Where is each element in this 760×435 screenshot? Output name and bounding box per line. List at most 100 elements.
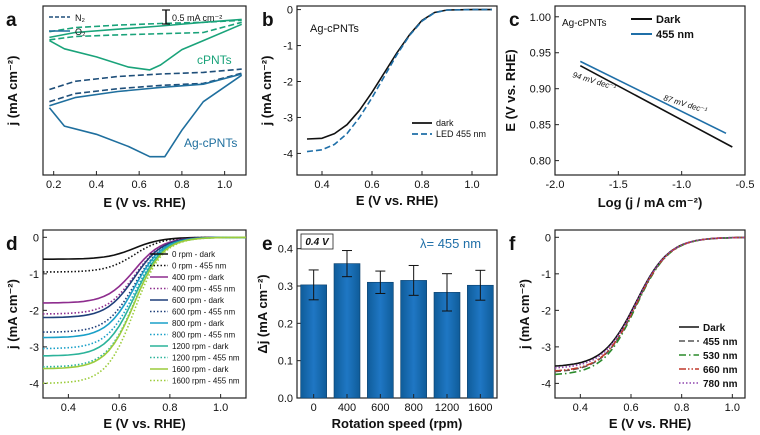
y-axis-title: j (mA cm⁻²)	[259, 56, 274, 127]
wavelength-curve-1	[554, 236, 745, 373]
x-tick-label: 0.6	[132, 179, 147, 191]
y-tick-label: 0	[33, 232, 39, 244]
y-tick-label: -4	[541, 378, 551, 390]
panel-a-cv: 0.2 0.4 0.6 0.8 1.0 E (V vs. RHE) j (mA cm⁻²) N…	[5, 5, 247, 210]
y-tick-label: -2	[541, 305, 551, 317]
voltage-tag: 0.4 V	[305, 237, 330, 248]
legend-label-o2: O₂	[75, 27, 86, 37]
bar	[367, 281, 394, 399]
y-tick-label: 0.0	[278, 393, 293, 405]
y-tick-label: 0.4	[278, 244, 293, 256]
legend-label: 600 rpm - dark	[172, 296, 225, 305]
panel-e-delta-j-bars: 0.0 0.1 0.2 0.3 0.4 0 400 600 800 1200 1600 Rotatio…	[255, 229, 498, 431]
legend-label-455: 455 nm	[656, 29, 694, 41]
lsv-curve-1	[306, 8, 492, 153]
x-tick-label: -1.5	[609, 179, 628, 191]
plot-frame	[554, 229, 746, 399]
cv-curve-1	[49, 21, 242, 41]
plot-frame	[296, 229, 498, 399]
wavelength-curve-4	[554, 236, 745, 369]
legend-label: 1200 rpm - 455 nm	[172, 354, 240, 363]
x-tick-label: -0.5	[736, 179, 755, 191]
x-axis-title: E (V vs. RHE)	[609, 416, 691, 431]
x-tick-label: 0.8	[162, 402, 177, 414]
x-tick-label: 1600	[468, 402, 492, 414]
y-axis-title: E (V vs. RHE)	[503, 49, 518, 131]
legend-label: 800 rpm - 455 nm	[172, 331, 235, 340]
y-tick-label: 0.2	[278, 318, 293, 330]
bar	[333, 263, 361, 399]
panel-f-wavelength-lsv: 0.4 0.6 0.8 1.0 0 -1 -2 -3 -4 E (V vs. RHE) j (mA …	[517, 229, 746, 431]
x-tick-label: 1.0	[725, 402, 740, 414]
y-tick-label: 0.90	[530, 84, 551, 96]
x-tick-label: 0.6	[623, 402, 638, 414]
y-tick-label: -4	[283, 148, 293, 160]
panel-c-tafel: -2.0 -1.5 -1.0 -0.5 0.80 0.85 0.90 0.95 1.00 Log …	[503, 5, 755, 210]
x-tick-label: 0.4	[61, 402, 76, 414]
inset-label: Ag-cPNTs	[562, 18, 606, 29]
panel-letter-d: d	[6, 234, 18, 255]
y-tick-label: -2	[29, 305, 39, 317]
panel-letter-a: a	[6, 10, 17, 31]
legend-label: 780 nm	[703, 379, 738, 390]
x-axis-title: Rotation speed (rpm)	[332, 416, 463, 431]
legend-label: 1600 rpm - 455 nm	[172, 377, 240, 386]
legend-label: 0 rpm - 455 nm	[172, 262, 227, 271]
wavelength-annotation: λ= 455 nm	[420, 236, 481, 251]
y-tick-label: 0	[545, 232, 551, 244]
x-axis-title: E (V vs. RHE)	[103, 416, 185, 431]
x-tick-label: 0.8	[174, 179, 189, 191]
cv-curve-0	[49, 19, 242, 33]
y-tick-label: 0	[287, 5, 293, 17]
x-tick-label: 0.8	[674, 402, 689, 414]
legend-label: 400 rpm - dark	[172, 273, 225, 282]
rpm-curve-5	[43, 236, 247, 333]
annotation-cpnts: cPNTs	[197, 53, 232, 67]
y-axis-title: Δj (mA cm⁻²)	[255, 274, 270, 353]
plot-frame	[42, 5, 247, 176]
cv-curve-4	[49, 68, 242, 91]
y-axis-title: j (mA cm⁻²)	[5, 56, 20, 127]
x-tick-label: 600	[371, 402, 389, 414]
bar	[300, 284, 327, 399]
x-tick-label: 1.0	[464, 179, 479, 191]
cv-curve-6	[49, 73, 242, 107]
panel-letter-f: f	[509, 234, 516, 255]
y-tick-label: 0.80	[530, 156, 551, 168]
y-tick-label: -4	[29, 378, 39, 390]
y-tick-label: -3	[283, 112, 293, 124]
x-tick-label: 0.6	[364, 179, 379, 191]
x-tick-label: -1.0	[672, 179, 691, 191]
y-axis-title: j (mA cm⁻²)	[517, 279, 532, 350]
x-tick-label: 0.2	[46, 179, 61, 191]
voltage-tag-box	[300, 233, 334, 250]
cv-curve-3	[49, 23, 243, 71]
x-tick-label: -2.0	[546, 179, 565, 191]
panel-b-lsv: 0.4 0.6 0.8 1.0 0 -1 -2 -3 -4 E (V vs. RHE) j (mA …	[259, 5, 498, 208]
legend-label: 800 rpm - dark	[172, 319, 225, 328]
legend-label: 1600 rpm - dark	[172, 365, 229, 374]
x-tick-label: 800	[404, 402, 422, 414]
y-axis-title: j (mA cm⁻²)	[5, 279, 20, 350]
x-axis-title: Log (j / mA cm⁻²)	[598, 195, 703, 210]
y-tick-label: -3	[29, 342, 39, 354]
panel-letter-e: e	[262, 234, 273, 255]
y-tick-label: -1	[283, 41, 293, 53]
annotation-ag-cpnts: Ag-cPNTs	[184, 136, 237, 150]
rpm-curve-10	[42, 236, 247, 370]
x-axis-title: E (V vs. RHE)	[356, 193, 438, 208]
wavelength-curve-3	[554, 236, 745, 372]
x-tick-label: 0	[311, 402, 317, 414]
lsv-curve-0	[306, 8, 492, 140]
tafel-line-1	[579, 60, 727, 135]
y-tick-label: -3	[541, 342, 551, 354]
scale-bar-label: 0.5 mA cm⁻²	[172, 13, 222, 23]
x-tick-label: 1200	[435, 402, 459, 414]
inset-label: Ag-cPNTs	[310, 23, 359, 35]
legend-label: 530 nm	[703, 351, 738, 362]
rpm-curve-11	[42, 236, 246, 384]
panel-letter-c: c	[509, 10, 520, 31]
legend-label-n2: N₂	[75, 13, 85, 23]
legend-label: 600 rpm - 455 nm	[172, 308, 235, 317]
y-tick-label: 1.00	[530, 12, 551, 24]
